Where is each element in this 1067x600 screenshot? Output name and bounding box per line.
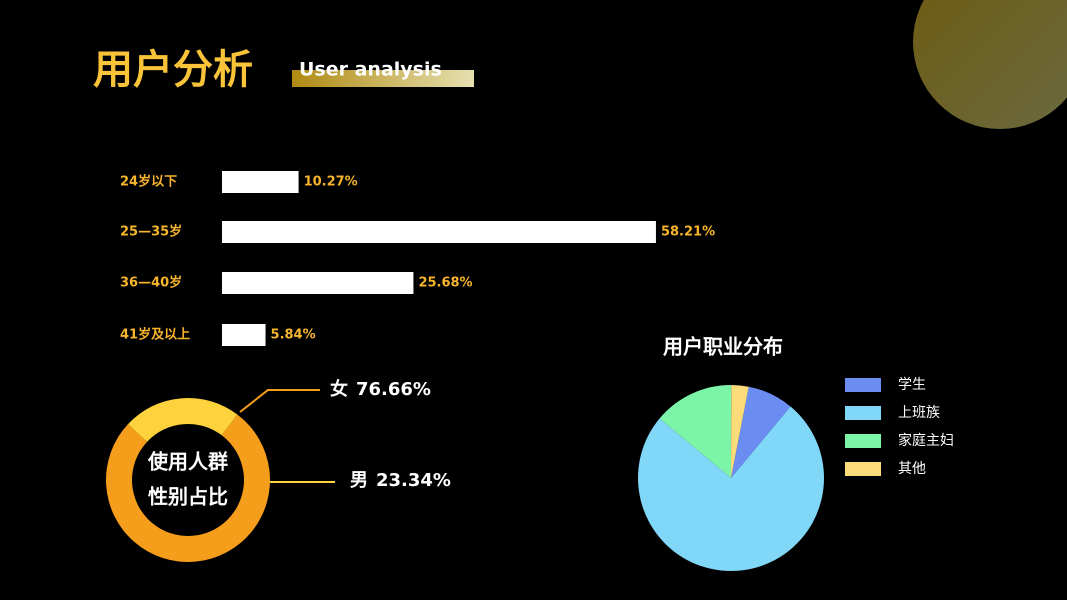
value-label: 5.84% — [271, 328, 316, 343]
legend-swatch — [845, 462, 881, 476]
donut-title: 性别占比 — [148, 485, 228, 509]
donut-label: 女 76.66% — [330, 378, 431, 400]
category-label: 24岁以下 — [120, 174, 177, 190]
legend-swatch — [845, 434, 881, 448]
donut-title: 使用人群 — [147, 450, 228, 474]
decor-circle — [913, 0, 1067, 129]
donut-segment — [105, 414, 270, 562]
pie-slice — [731, 385, 749, 478]
value-label: 58.21% — [661, 225, 715, 240]
pie-title: 用户职业分布 — [663, 335, 783, 359]
bar — [222, 272, 414, 294]
donut-segment — [128, 398, 238, 442]
slide-title: 用户分析 — [93, 47, 253, 93]
legend-label: 家庭主妇 — [898, 432, 954, 449]
category-label: 36—40岁 — [120, 275, 182, 291]
legend-swatch — [845, 406, 881, 420]
value-label: 25.68% — [418, 276, 472, 291]
legend-label: 学生 — [898, 377, 926, 393]
value-label: 23.34% — [376, 470, 451, 491]
pie-slice — [638, 406, 824, 571]
bar — [222, 221, 656, 243]
category-label: 女 — [330, 378, 348, 400]
legend-label: 上班族 — [898, 405, 940, 421]
subtitle-bar — [292, 70, 474, 87]
category-label: 41岁及以上 — [120, 327, 190, 343]
pie-slice — [659, 385, 732, 478]
value-label: 76.66% — [356, 379, 431, 400]
slide-subtitle: User analysis — [299, 59, 442, 81]
leader-line — [239, 389, 320, 413]
category-label: 25—35岁 — [120, 224, 182, 240]
pie-slice — [731, 386, 791, 478]
bar — [222, 324, 266, 346]
bar — [222, 171, 299, 193]
value-label: 10.27% — [304, 175, 358, 190]
legend-swatch — [845, 378, 881, 392]
legend-label: 其他 — [898, 461, 926, 477]
donut-label: 男 23.34% — [350, 470, 451, 491]
category-label: 男 — [350, 470, 368, 491]
